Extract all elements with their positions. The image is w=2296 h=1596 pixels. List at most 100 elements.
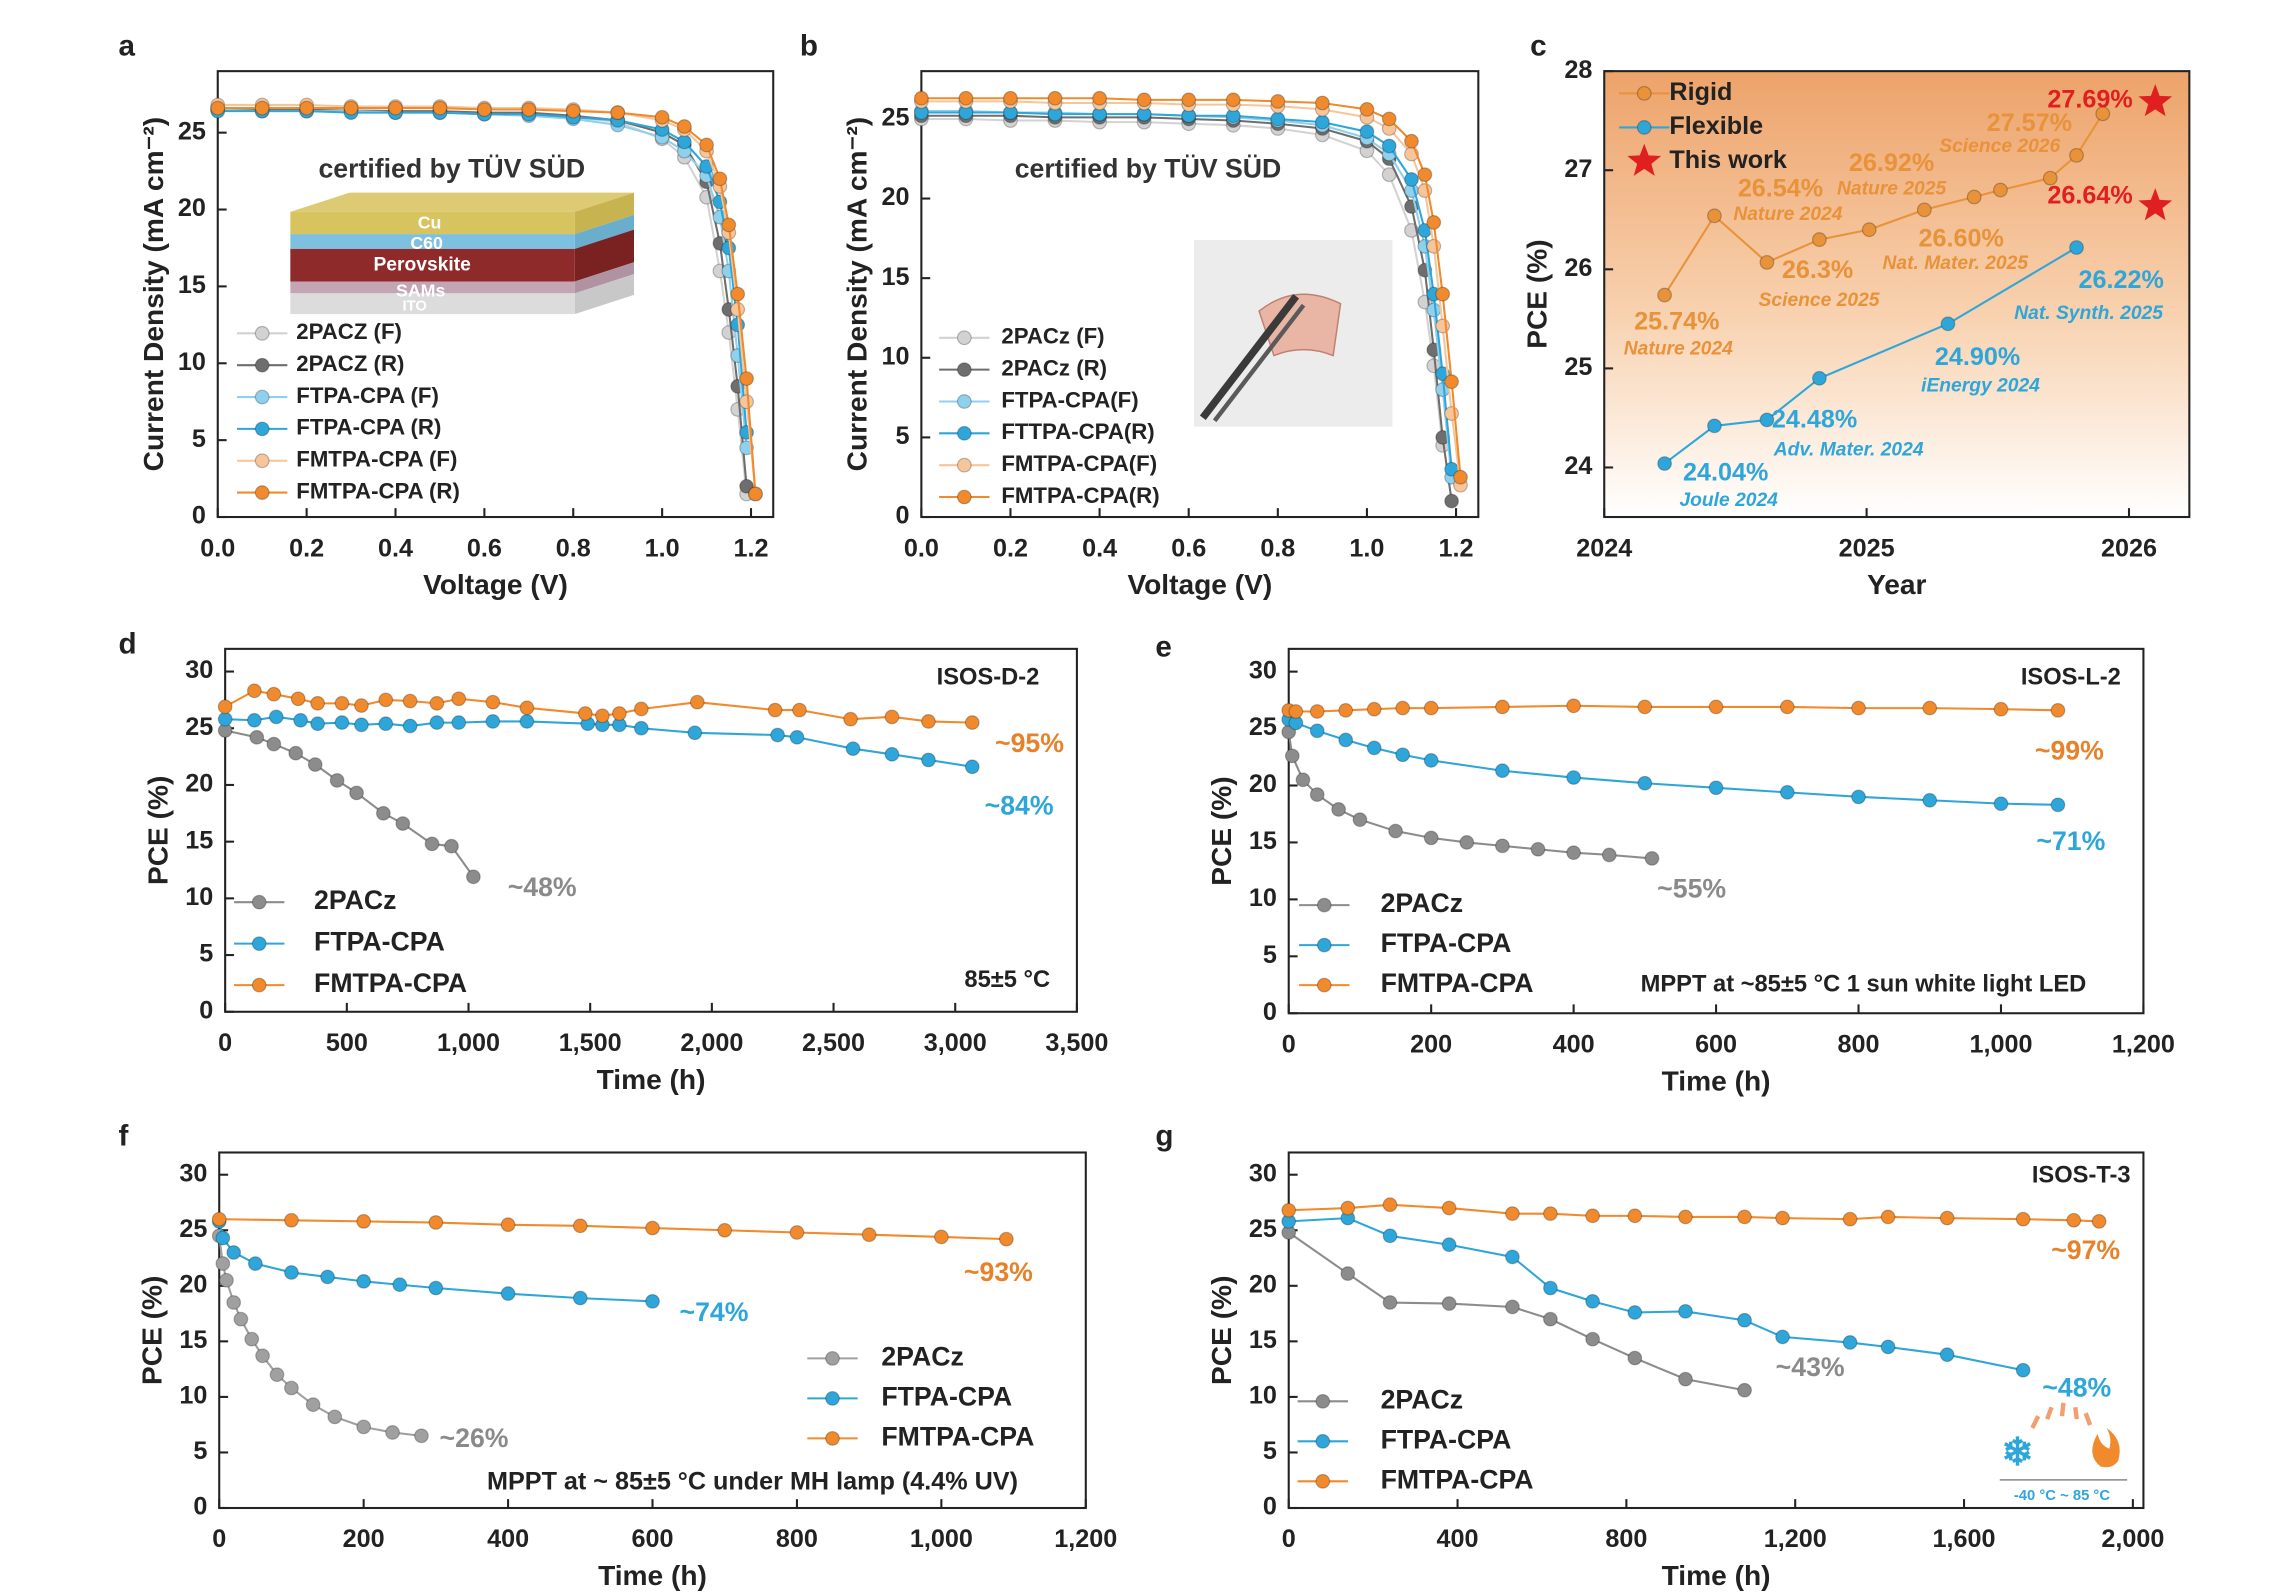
data-point	[1366, 701, 1382, 717]
data-point	[500, 1286, 516, 1301]
panel-letter: d	[119, 628, 137, 661]
data-point	[611, 706, 627, 721]
data-point	[392, 1277, 408, 1293]
legend-marker	[251, 936, 267, 952]
data-point	[288, 745, 304, 761]
legend-marker	[1316, 937, 1332, 953]
data-point	[1453, 469, 1468, 485]
data-point	[1505, 1206, 1520, 1222]
x-tick-label: 3,000	[924, 1029, 987, 1057]
data-point	[233, 1311, 249, 1327]
data-point	[1314, 95, 1330, 111]
y-axis-label: PCE (%)	[1206, 1276, 1237, 1385]
data-point	[1288, 704, 1304, 719]
annotation: ~97%	[2051, 1235, 2120, 1265]
data-point	[2042, 170, 2058, 186]
x-tick-label: 1,000	[437, 1029, 500, 1057]
data-point	[519, 700, 535, 716]
data-point	[1340, 1200, 1356, 1216]
data-point	[1366, 740, 1382, 756]
data-point	[1707, 418, 1722, 434]
annotation: ~26%	[440, 1423, 509, 1453]
data-point	[444, 838, 459, 854]
x-tick-label: 200	[1410, 1030, 1452, 1058]
data-point	[1382, 1228, 1398, 1244]
annotation: Cu	[418, 212, 442, 232]
data-point	[1404, 172, 1419, 187]
x-tick-label: 200	[343, 1525, 385, 1553]
data-point	[1270, 93, 1286, 109]
data-point	[1566, 845, 1582, 861]
data-point	[327, 1409, 343, 1425]
data-point	[1940, 316, 1956, 332]
x-tick-label: 800	[776, 1525, 818, 1553]
y-tick-label: 0	[1263, 1493, 1277, 1521]
data-point	[2050, 797, 2066, 813]
data-point	[485, 694, 501, 710]
data-point	[843, 711, 858, 727]
data-point	[1295, 772, 1311, 788]
data-point	[320, 1269, 335, 1285]
data-point	[1916, 202, 1932, 218]
data-point	[1601, 847, 1617, 863]
x-tick-label: 400	[1437, 1525, 1479, 1553]
legend-marker	[1316, 897, 1332, 913]
legend-label: FMTPA-CPA	[314, 968, 467, 998]
data-point	[1426, 238, 1442, 254]
legend-marker	[825, 1350, 840, 1366]
data-point	[998, 1231, 1014, 1247]
x-tick-label: 0.8	[556, 534, 591, 562]
data-point	[1851, 700, 1866, 716]
data-point	[1627, 1208, 1643, 1224]
data-point	[414, 1428, 429, 1444]
y-tick-label: 30	[1249, 656, 1277, 684]
y-tick-label: 10	[179, 1382, 207, 1410]
data-point	[334, 695, 350, 711]
y-tick-label: 15	[1249, 827, 1277, 855]
legend-label: FMTPA-CPA(F)	[1001, 451, 1157, 476]
data-point	[1644, 850, 1660, 866]
legend-marker	[251, 894, 267, 910]
data-point	[1494, 699, 1510, 715]
y-tick-label: 25	[179, 1215, 207, 1243]
data-point	[1435, 318, 1451, 334]
data-point	[730, 286, 746, 302]
x-tick-label: 1,500	[559, 1029, 622, 1057]
data-point	[572, 1290, 588, 1306]
y-tick-label: 26	[1564, 254, 1592, 282]
data-point	[845, 741, 861, 757]
annotation: ISOS-L-2	[2021, 665, 2121, 691]
data-point	[1426, 302, 1442, 318]
data-point	[739, 478, 754, 494]
x-tick-label: 400	[1553, 1030, 1595, 1058]
legend-label: 2PACz	[881, 1341, 963, 1371]
data-point	[565, 103, 581, 119]
data-point	[1494, 763, 1510, 779]
data-point	[1993, 796, 2009, 812]
x-tick-label: 0	[1282, 1525, 1296, 1553]
data-point	[226, 1245, 242, 1260]
data-point	[1092, 90, 1107, 106]
data-point	[1441, 1237, 1457, 1253]
data-point	[594, 708, 610, 724]
data-point	[378, 716, 394, 732]
data-point	[645, 1220, 660, 1236]
data-point	[1880, 1339, 1896, 1355]
legend-label: 2PACZ (R)	[296, 351, 404, 376]
data-point	[1395, 747, 1411, 763]
legend-label: FTTPA-CPA(R)	[1001, 419, 1154, 444]
data-point	[676, 119, 692, 134]
x-tick-label: 1,000	[1969, 1030, 2032, 1058]
y-tick-label: 20	[185, 770, 213, 798]
data-point	[1993, 701, 2009, 717]
data-point	[1395, 700, 1411, 716]
x-axis-label: Time (h)	[1662, 1065, 1771, 1096]
legend-marker	[1636, 120, 1652, 135]
data-point	[1861, 222, 1877, 238]
x-tick-label: 500	[326, 1029, 368, 1057]
x-tick-label: 1,200	[1764, 1525, 1827, 1553]
x-tick-label: 0.8	[1260, 534, 1295, 562]
y-tick-label: 0	[192, 502, 206, 530]
data-point	[356, 1273, 372, 1289]
